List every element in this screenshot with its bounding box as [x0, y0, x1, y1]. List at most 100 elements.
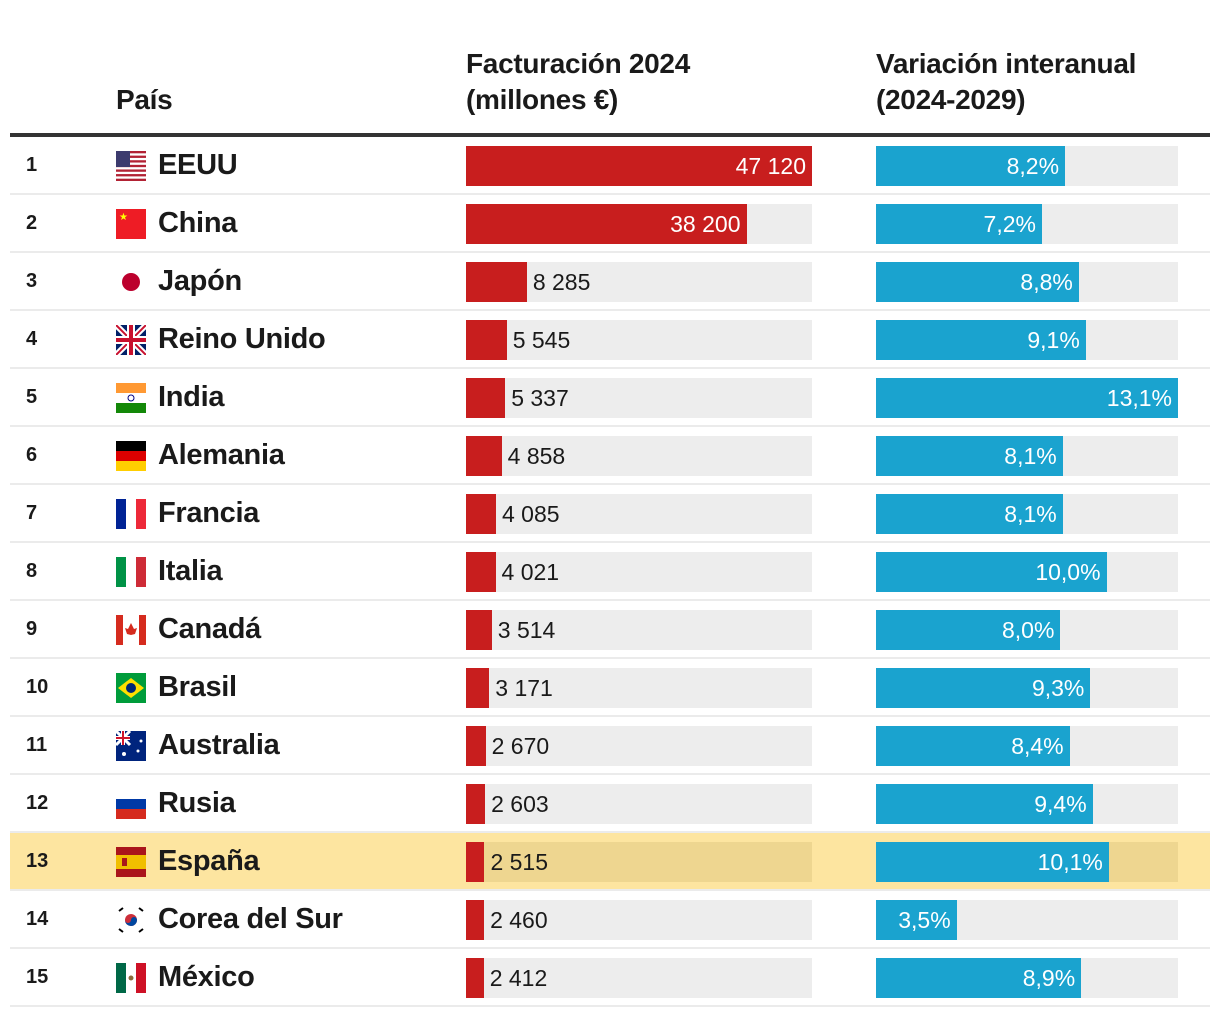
revenue-track: 5 545: [466, 320, 812, 360]
growth-track: 8,8%: [876, 262, 1178, 302]
country-name: Alemania: [158, 439, 285, 471]
revenue-track: 2 515: [466, 842, 812, 882]
country-name: Corea del Sur: [158, 903, 343, 935]
rank: 10: [26, 676, 49, 698]
growth-bar: [876, 262, 1079, 302]
table-row: 11 Australia 2 670 8,4%: [10, 717, 1210, 775]
rank: 7: [26, 502, 38, 524]
growth-bar: [876, 436, 1063, 476]
growth-label: 8,9%: [1022, 965, 1076, 991]
table-row: 7 Francia 4 085 8,1%: [10, 485, 1210, 543]
flag-kr-icon: [116, 905, 146, 935]
revenue-label: 2 603: [491, 791, 549, 817]
growth-track: 8,4%: [876, 726, 1178, 766]
revenue-bar: [466, 668, 490, 708]
growth-label: 8,1%: [1004, 443, 1057, 469]
rank: 11: [26, 734, 48, 756]
revenue-bar: [466, 262, 527, 302]
table-row: 9 Canadá 3 514 8,0%: [10, 601, 1210, 659]
growth-track: 8,9%: [876, 958, 1178, 998]
growth-label: 13,1%: [1106, 385, 1172, 411]
table-row: 15 México 2 412 8,9%: [10, 949, 1210, 1007]
growth-label: 10,1%: [1037, 849, 1103, 875]
growth-bar: [876, 900, 957, 940]
revenue-bar: [466, 320, 507, 360]
growth-bar: [876, 494, 1063, 534]
rank: 3: [26, 270, 38, 292]
growth-label: 9,4%: [1034, 791, 1087, 817]
flag-au-icon: [116, 731, 146, 761]
growth-label: 8,1%: [1004, 501, 1057, 527]
growth-bar: [876, 320, 1086, 360]
flag-fr-icon: [116, 499, 146, 529]
rank: 13: [26, 850, 49, 872]
growth-label: 8,0%: [1001, 617, 1055, 643]
revenue-bar: [466, 494, 496, 534]
revenue-track: 2 603: [466, 784, 812, 824]
revenue-label: 4 021: [501, 559, 560, 585]
header-rule: [10, 133, 1210, 137]
header-revenue-line2: (millones €): [466, 84, 618, 115]
country-name: Reino Unido: [158, 323, 326, 355]
country-name: Australia: [158, 729, 280, 761]
revenue-track: 38 200: [466, 204, 812, 244]
revenue-label: 5 337: [511, 385, 569, 411]
revenue-track: 2 460: [466, 900, 812, 940]
table-row: 2 ★ China 38 200 7,2%: [10, 195, 1210, 253]
growth-bar: [876, 610, 1061, 650]
country-name: Japón: [158, 265, 242, 297]
revenue-track: 8 285: [466, 262, 812, 302]
growth-track: 8,2%: [876, 146, 1178, 186]
growth-bar: [876, 668, 1091, 708]
country-name: Brasil: [158, 671, 237, 703]
rank: 4: [26, 328, 38, 350]
table-row: 6 Alemania 4 858 8,1%: [10, 427, 1210, 485]
revenue-track: 3 514: [466, 610, 812, 650]
rank: 15: [26, 966, 49, 988]
growth-track: 8,1%: [876, 494, 1178, 534]
header-revenue-line1: Facturación 2024: [466, 48, 690, 79]
table-row: 1 EEUU 47 120 8,2%: [10, 137, 1210, 195]
revenue-label: 3 171: [495, 675, 553, 701]
revenue-track: 47 120: [466, 146, 812, 186]
revenue-bar: [466, 842, 485, 882]
flag-cn-icon: ★: [116, 209, 146, 239]
revenue-track: 4 021: [466, 552, 812, 592]
flag-es-icon: [116, 847, 146, 877]
flag-us-icon: [116, 151, 146, 181]
country-name: Italia: [158, 555, 223, 587]
growth-track: 13,1%: [876, 378, 1178, 418]
revenue-label: 38 200: [670, 211, 741, 237]
svg-text:★: ★: [119, 212, 128, 223]
revenue-label: 4 085: [501, 501, 560, 527]
header-growth-line1: Variación interanual: [876, 48, 1137, 79]
table-row: 8 Italia 4 021 10,0%: [10, 543, 1210, 601]
rank: 1: [26, 154, 38, 176]
country-name: India: [158, 381, 225, 413]
revenue-bar: [466, 204, 747, 244]
country-name: Francia: [158, 497, 260, 529]
growth-label: 9,1%: [1027, 327, 1080, 353]
growth-bar: [876, 552, 1107, 592]
growth-bar: [876, 784, 1093, 824]
growth-label: 3,5%: [898, 907, 951, 933]
growth-bar: [876, 958, 1082, 998]
growth-label: 8,2%: [1006, 153, 1060, 179]
revenue-label: 2 670: [491, 733, 550, 759]
revenue-track: 5 337: [466, 378, 812, 418]
country-name: China: [158, 207, 238, 239]
growth-track: 8,1%: [876, 436, 1178, 476]
revenue-track: 2 670: [466, 726, 812, 766]
flag-mx-icon: [116, 963, 146, 993]
revenue-label: 47 120: [735, 153, 806, 179]
country-name: España: [158, 845, 260, 877]
flag-ru-icon: [116, 789, 146, 819]
revenue-bar: [466, 726, 486, 766]
revenue-label: 2 460: [490, 907, 548, 933]
revenue-bar: [466, 378, 506, 418]
growth-label: 8,8%: [1020, 269, 1073, 295]
growth-track: 9,4%: [876, 784, 1178, 824]
flag-jp-icon: [116, 267, 146, 297]
growth-track: 8,0%: [876, 610, 1178, 650]
revenue-label: 5 545: [512, 327, 571, 353]
